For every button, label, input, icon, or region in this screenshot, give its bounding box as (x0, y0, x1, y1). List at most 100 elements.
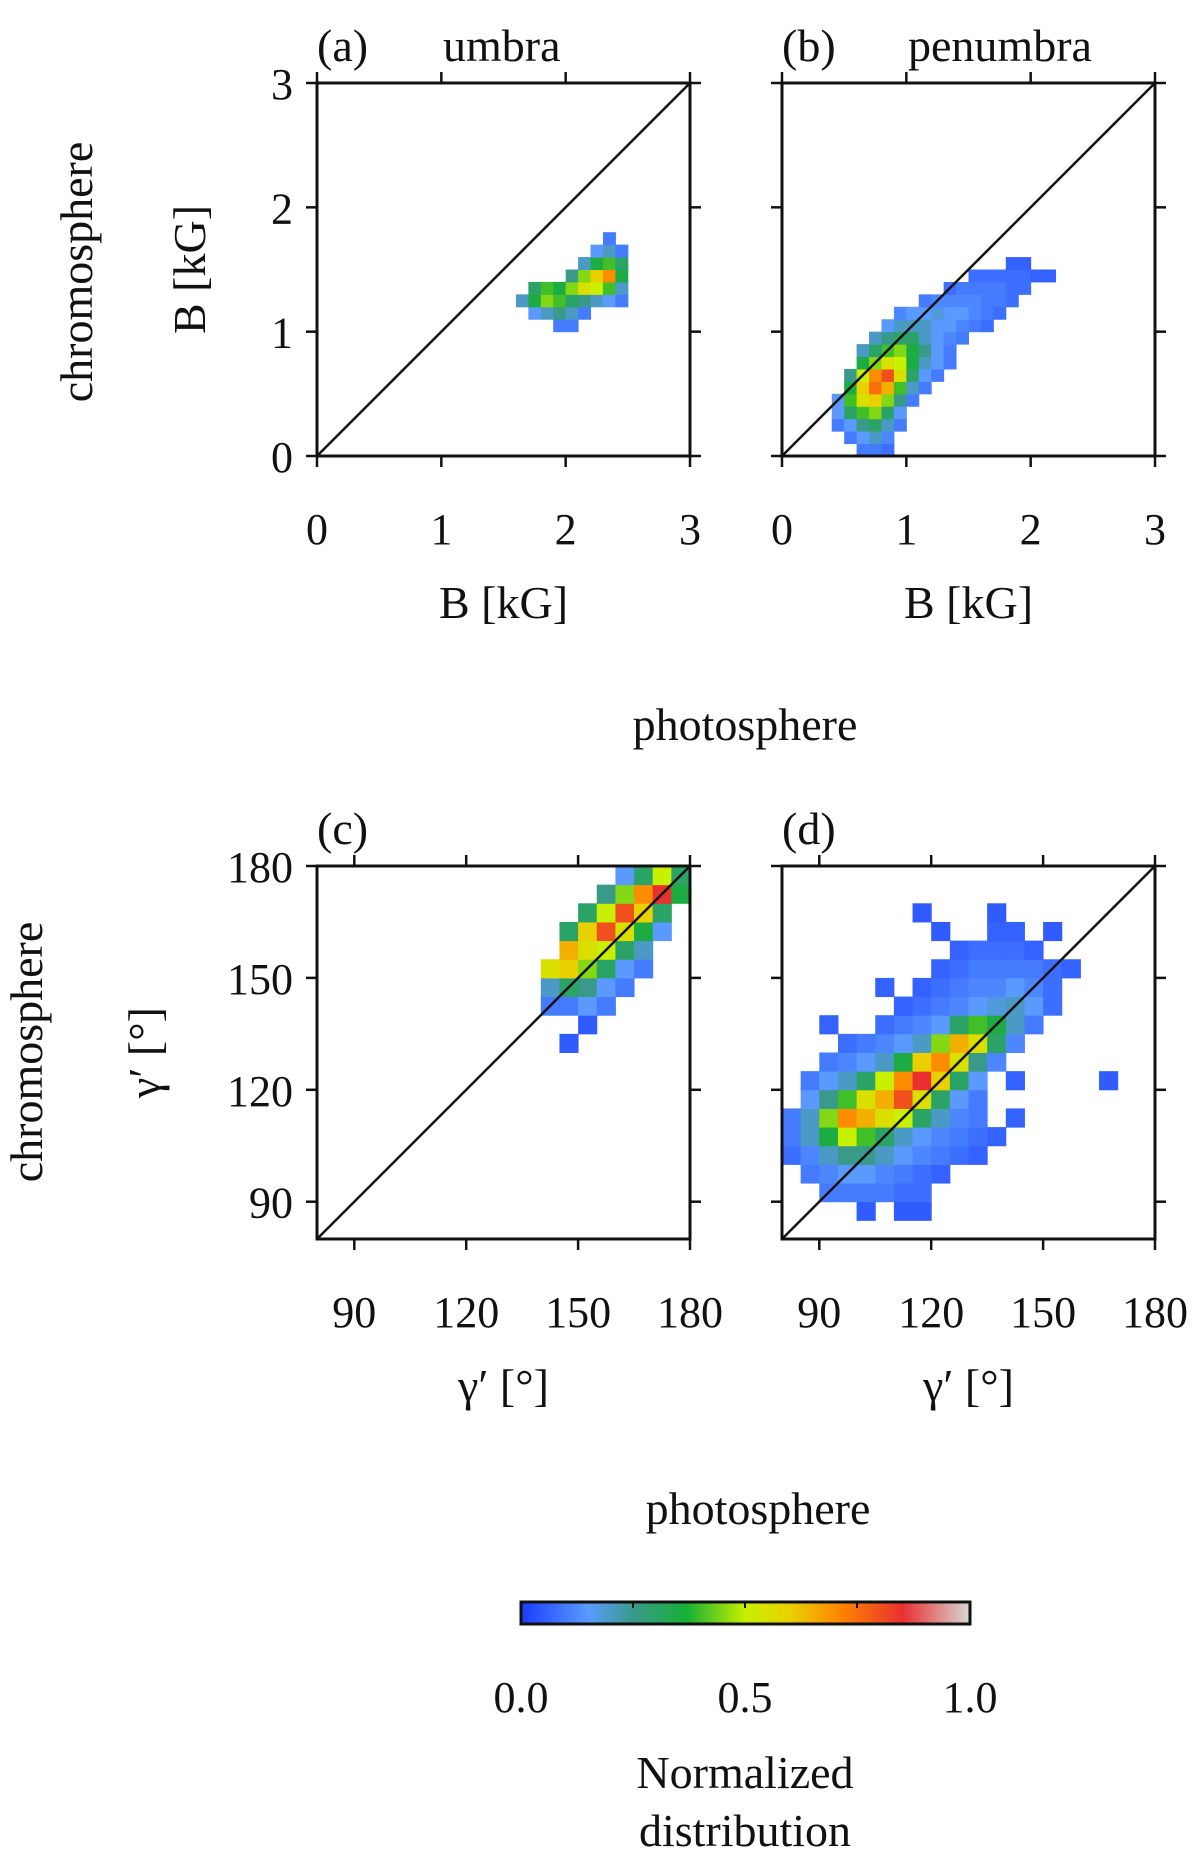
heatmap-cell (615, 884, 635, 904)
heatmap-cell (918, 381, 932, 395)
heatmap-cell (869, 393, 882, 407)
heatmap-cell (869, 418, 882, 432)
heatmap-cell (968, 1052, 988, 1072)
colorbar-label: Normalized (636, 1747, 853, 1798)
plot-frame (780, 81, 1157, 458)
x-axis-label: γ′ [°] (457, 1360, 549, 1411)
heatmap-cell (596, 884, 616, 904)
heatmap-cell (893, 393, 907, 407)
heatmap-cell (1005, 1015, 1025, 1035)
heatmap-cell (987, 1033, 1007, 1053)
heatmap-cell (1024, 996, 1044, 1016)
heatmap-cell (906, 356, 920, 370)
heatmap-cell (893, 1164, 914, 1184)
heatmap-cell (968, 959, 988, 979)
heatmap-cell (893, 368, 907, 382)
heatmap-cell (987, 1052, 1007, 1072)
colorbar-label: distribution (639, 1805, 851, 1856)
heatmap-cell (918, 368, 932, 382)
row2-shared-ylabel: chromosphere (1, 922, 52, 1183)
x-tick-label: 90 (797, 1288, 841, 1337)
heatmap-cell (968, 281, 982, 295)
heatmap-cell (968, 1015, 988, 1035)
heatmap-cell (837, 1145, 858, 1165)
heatmap-cell (837, 1033, 858, 1053)
heatmap-cell (968, 1108, 988, 1128)
heatmap-cell (856, 1127, 876, 1147)
heatmap-cell (912, 1164, 932, 1184)
x-tick-label: 1 (895, 505, 917, 554)
heatmap-cell (596, 903, 616, 923)
heatmap-cell (602, 281, 616, 295)
heatmap-cell (1005, 257, 1019, 270)
heatmap-cell (1005, 959, 1025, 979)
heatmap-cell (956, 331, 969, 345)
heatmap-cell (980, 306, 994, 320)
panel-title: umbra (443, 20, 561, 71)
y-tick-label: 2 (271, 184, 293, 233)
heatmap-cell (602, 257, 616, 270)
heatmap-cell (987, 921, 1007, 942)
heatmap-cell (912, 1033, 932, 1053)
heatmap-cell (856, 1201, 876, 1221)
heatmap-cell (856, 1089, 876, 1109)
heatmap-cell (652, 903, 672, 923)
heatmap-cell (1018, 269, 1032, 283)
heatmap-cell (875, 1052, 895, 1072)
x-tick-label: 3 (1144, 505, 1166, 554)
heatmap-cell (819, 1108, 839, 1128)
heatmap-cell (856, 443, 870, 457)
heatmap-cell (980, 281, 994, 295)
heatmap-cell (949, 1127, 969, 1147)
heatmap-cell (1005, 281, 1019, 295)
heatmap-cell (931, 996, 951, 1016)
heatmap-cell (906, 344, 920, 358)
heatmap-cell (968, 1089, 988, 1109)
heatmap-cell (931, 977, 951, 998)
heatmap-cell (590, 294, 604, 308)
heatmap-cell (590, 269, 604, 283)
x-tick-label: 1 (430, 505, 452, 554)
diagonal-line (781, 865, 1156, 1240)
heatmap-cell (559, 1033, 579, 1053)
heatmap-cell (912, 1183, 932, 1203)
heatmap-cell (987, 940, 1007, 960)
heatmap-cell (782, 1145, 802, 1165)
heatmap-cell (993, 306, 1007, 320)
heatmap-cell (615, 269, 629, 283)
heatmap-cell (869, 331, 882, 345)
heatmap-cell (1043, 269, 1057, 283)
heatmap-cell (578, 269, 592, 283)
heatmap-cell (1043, 996, 1063, 1016)
heatmap-cell (844, 406, 858, 420)
heatmap-cell (856, 1164, 876, 1184)
panel-d: 90 120 150 180 (d) γ′ [°] (771, 803, 1188, 1411)
colorbar-tick-label: 0.5 (718, 1673, 773, 1722)
heatmap-cell (949, 996, 969, 1016)
x-axis-label: B [kG] (904, 577, 1033, 628)
heatmap-cell (956, 294, 969, 308)
heatmap-cell (634, 959, 654, 979)
heatmap-cell (565, 269, 579, 283)
heatmap-cell (515, 294, 529, 308)
y-tick-label: 150 (227, 955, 293, 1004)
heatmap-cell (553, 319, 567, 333)
heatmap-cell (559, 921, 579, 942)
heatmap-cell (1005, 977, 1025, 998)
heatmap-cell (540, 281, 554, 295)
y-axis-label: B [kG] (164, 205, 215, 334)
heatmap-cell (578, 294, 592, 308)
heatmap-cell (1005, 921, 1025, 942)
heatmap-cell (893, 1033, 914, 1053)
heatmap-cell (671, 884, 691, 904)
heatmap-cell (837, 1052, 858, 1072)
heatmap-cell (912, 1201, 932, 1221)
panel-b: 0 1 2 3 (b) penumbra B [kG] (771, 20, 1166, 628)
heatmap-cell (831, 406, 845, 420)
heatmap-cell (634, 866, 654, 886)
heatmap-cell (987, 903, 1007, 923)
heatmap-cell (906, 331, 920, 345)
heatmap-cell (1018, 281, 1032, 295)
heatmap-cell (943, 356, 957, 370)
